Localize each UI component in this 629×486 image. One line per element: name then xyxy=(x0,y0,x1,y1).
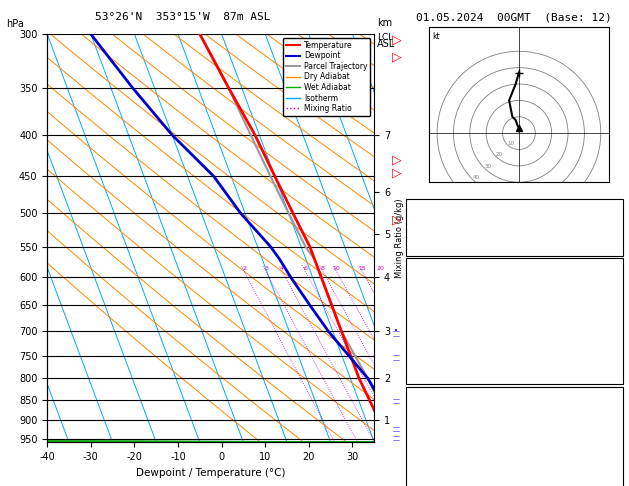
Text: CIN (J): CIN (J) xyxy=(409,366,450,377)
Text: CAPE (J): CAPE (J) xyxy=(409,460,456,470)
Text: 40: 40 xyxy=(473,175,480,180)
Text: θₑ(K): θₑ(K) xyxy=(409,314,438,324)
Text: hPa: hPa xyxy=(6,19,24,29)
Text: kt: kt xyxy=(432,32,440,41)
Text: 34: 34 xyxy=(525,460,537,470)
Text: 0: 0 xyxy=(525,366,531,377)
Text: 53°26'N  353°15'W  87m ASL: 53°26'N 353°15'W 87m ASL xyxy=(94,12,270,22)
Text: —: — xyxy=(392,329,400,334)
Text: CAPE (J): CAPE (J) xyxy=(409,349,456,359)
X-axis label: Dewpoint / Temperature (°C): Dewpoint / Temperature (°C) xyxy=(136,468,286,478)
Text: LCL: LCL xyxy=(377,33,394,42)
Text: 6: 6 xyxy=(525,331,531,342)
Text: ASL: ASL xyxy=(377,39,396,49)
Text: —: — xyxy=(392,400,400,407)
Text: 8: 8 xyxy=(321,266,325,271)
Text: km: km xyxy=(377,18,392,28)
Text: Dewp (°C): Dewp (°C) xyxy=(409,296,462,307)
Text: 300: 300 xyxy=(525,314,543,324)
Text: ▷: ▷ xyxy=(391,166,401,179)
Text: 15: 15 xyxy=(359,266,366,271)
Text: 10: 10 xyxy=(508,140,515,146)
Text: Totals Totals: Totals Totals xyxy=(409,220,485,230)
Text: 40: 40 xyxy=(525,220,537,230)
Text: © weatheronline.co.uk: © weatheronline.co.uk xyxy=(458,471,571,480)
Text: ▷: ▷ xyxy=(391,154,401,167)
Text: CIN (J): CIN (J) xyxy=(409,478,450,486)
Legend: Temperature, Dewpoint, Parcel Trajectory, Dry Adiabat, Wet Adiabat, Isotherm, Mi: Temperature, Dewpoint, Parcel Trajectory… xyxy=(283,38,370,116)
Text: θₑ (K): θₑ (K) xyxy=(409,425,444,435)
Text: —: — xyxy=(392,424,400,430)
Text: 6.4: 6.4 xyxy=(525,296,543,307)
Text: Mixing Ratio (g/kg): Mixing Ratio (g/kg) xyxy=(395,198,404,278)
Text: 9.6: 9.6 xyxy=(525,279,543,289)
Text: —: — xyxy=(392,428,400,434)
Text: PW (cm): PW (cm) xyxy=(409,238,450,248)
Text: 4: 4 xyxy=(525,203,531,213)
Text: —: — xyxy=(392,357,400,363)
Text: —: — xyxy=(392,437,400,443)
Text: 2: 2 xyxy=(242,266,247,271)
Text: Most Unstable: Most Unstable xyxy=(476,390,552,400)
Text: —: — xyxy=(392,434,400,440)
Text: 20: 20 xyxy=(377,266,385,271)
Text: 992: 992 xyxy=(525,408,543,418)
Text: 34: 34 xyxy=(525,349,537,359)
Text: 6: 6 xyxy=(525,443,531,453)
Text: K: K xyxy=(409,203,415,213)
Text: Surface: Surface xyxy=(494,261,535,272)
Text: 10: 10 xyxy=(333,266,340,271)
Text: 30: 30 xyxy=(484,163,491,169)
Text: 20: 20 xyxy=(496,152,503,157)
Text: ▷: ▷ xyxy=(391,50,401,63)
Text: 3: 3 xyxy=(264,266,268,271)
Text: 1.18: 1.18 xyxy=(525,238,548,248)
Text: ▷: ▷ xyxy=(391,214,401,227)
Text: 0: 0 xyxy=(525,478,531,486)
Text: 4: 4 xyxy=(280,266,284,271)
Text: Pressure (mb): Pressure (mb) xyxy=(409,408,485,418)
Text: Temp (°C): Temp (°C) xyxy=(409,279,462,289)
Text: Lifted Index: Lifted Index xyxy=(409,331,479,342)
Text: —: — xyxy=(392,397,400,402)
Text: ▷: ▷ xyxy=(391,34,401,46)
Text: —: — xyxy=(392,333,400,339)
Text: 01.05.2024  00GMT  (Base: 12): 01.05.2024 00GMT (Base: 12) xyxy=(416,12,612,22)
Text: 6: 6 xyxy=(304,266,308,271)
Text: •: • xyxy=(394,329,398,334)
Text: 300: 300 xyxy=(525,425,543,435)
Text: Lifted Index: Lifted Index xyxy=(409,443,479,453)
Text: —: — xyxy=(392,353,400,359)
